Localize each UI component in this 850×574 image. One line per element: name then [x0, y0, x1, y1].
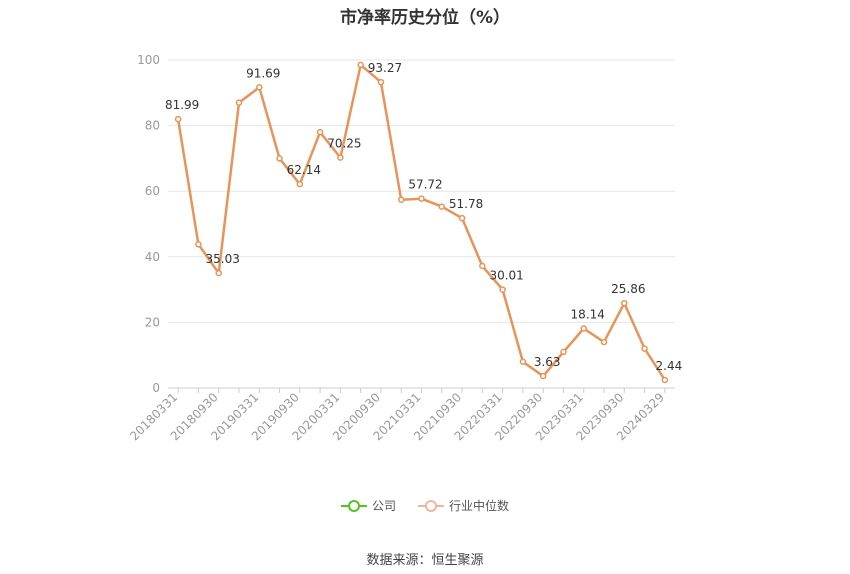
- y-tick-label: 60: [145, 184, 160, 198]
- data-point: [580, 325, 587, 332]
- chart-title: 市净率历史分位（%）: [339, 8, 511, 28]
- legend-item-industry-median[interactable]: 行业中位数: [418, 497, 509, 514]
- y-tick-label: 40: [145, 250, 160, 264]
- y-tick-label: 0: [152, 381, 160, 395]
- data-point: [337, 154, 344, 161]
- data-label: 3.63: [534, 355, 561, 369]
- legend: 公司 行业中位数: [0, 497, 850, 514]
- data-label: 25.86: [611, 282, 645, 296]
- data-label: 81.99: [165, 98, 199, 112]
- series-line: [176, 63, 666, 381]
- y-tick-label: 100: [137, 53, 160, 67]
- data-label: 18.14: [571, 308, 605, 322]
- source-note: 数据来源：恒生聚源: [366, 553, 484, 568]
- legend-swatch-industry-icon: [418, 499, 444, 512]
- data-point: [499, 286, 506, 293]
- data-point: [539, 372, 547, 380]
- data-label: 91.69: [246, 66, 280, 80]
- data-point: [296, 180, 304, 188]
- data-label: 93.27: [368, 61, 402, 75]
- data-label: 35.03: [206, 252, 240, 266]
- data-point: [621, 299, 628, 307]
- legend-label-industry-median: 行业中位数: [449, 499, 510, 513]
- data-point: [235, 99, 243, 106]
- data-point: [316, 128, 324, 136]
- data-point: [174, 115, 182, 123]
- data-label: 51.78: [449, 197, 483, 211]
- y-tick-label: 20: [145, 315, 160, 329]
- legend-swatch-company-icon: [340, 499, 367, 512]
- data-label: 70.25: [327, 137, 361, 151]
- y-tick-label: 80: [145, 119, 160, 133]
- data-point: [458, 214, 466, 222]
- data-point: [600, 338, 608, 346]
- data-point: [479, 262, 486, 270]
- data-point: [215, 269, 222, 277]
- data-point: [377, 78, 385, 86]
- data-label: 30.01: [489, 269, 523, 283]
- data-point: [519, 358, 527, 366]
- legend-item-company[interactable]: 公司: [340, 497, 396, 514]
- legend-label-company: 公司: [371, 499, 396, 513]
- data-point: [418, 195, 425, 202]
- data-label: 57.72: [408, 178, 442, 192]
- data-point: [560, 348, 567, 356]
- data-point: [276, 155, 283, 162]
- line-chart: 0204060801002018033120180930201903312019…: [127, 53, 683, 443]
- data-point: [438, 203, 446, 210]
- data-point: [195, 241, 202, 248]
- data-point: [661, 376, 669, 384]
- data-label: 2.44: [656, 359, 683, 373]
- data-point: [256, 84, 263, 91]
- data-point: [397, 196, 405, 203]
- data-label: 62.14: [287, 163, 321, 177]
- data-point: [357, 61, 364, 69]
- data-point: [641, 345, 648, 352]
